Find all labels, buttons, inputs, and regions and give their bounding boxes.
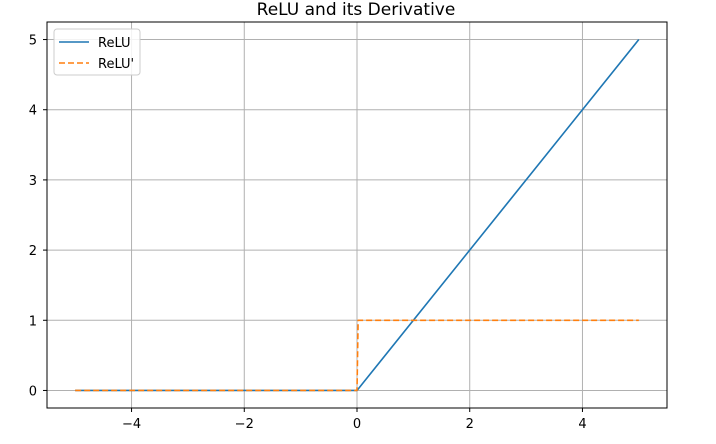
legend-label: ReLU [98,36,131,51]
y-tick-label: 5 [29,34,37,49]
grid [47,22,667,408]
series-line-relu-derivative [75,319,639,392]
x-tick-label: 4 [578,417,586,432]
y-tick-label: 4 [29,104,37,119]
axis-ticks: −4 −2 0 2 4 0 1 2 3 4 5 [29,34,587,432]
x-tick-label: −2 [235,417,254,432]
chart-title: ReLU and its Derivative [257,0,456,20]
y-tick-label: 0 [29,384,37,399]
x-tick-label: −4 [122,417,141,432]
x-tick-label: 0 [353,417,361,432]
y-tick-label: 2 [29,244,37,259]
x-tick-label: 2 [466,417,474,432]
y-tick-label: 3 [29,174,37,189]
legend: ReLU ReLU' [53,28,141,76]
y-tick-label: 1 [29,314,37,329]
legend-box [53,28,141,76]
legend-label: ReLU' [98,57,134,72]
series-layer [75,39,640,392]
